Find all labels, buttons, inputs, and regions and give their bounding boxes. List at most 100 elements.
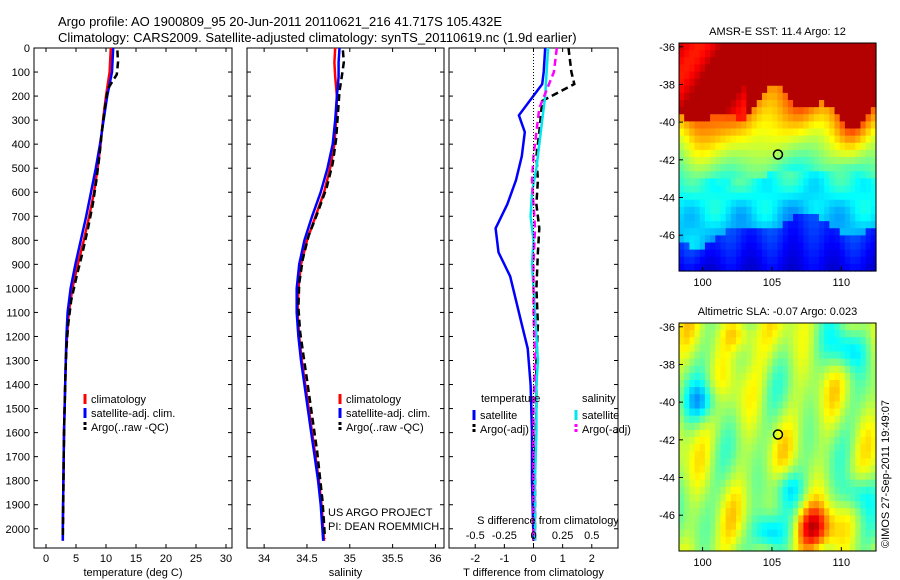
depth-tick-label: 700 bbox=[12, 211, 30, 223]
sla_map-cell bbox=[694, 501, 701, 509]
sst_map-cell bbox=[839, 135, 846, 144]
sla_map-cell bbox=[829, 415, 836, 424]
sst_map-cell bbox=[689, 149, 696, 158]
sla_map-cell bbox=[782, 408, 789, 417]
sst_map-cell bbox=[782, 256, 789, 265]
sla_map-cell bbox=[741, 458, 747, 467]
sla_map-cell bbox=[767, 437, 773, 445]
sla_map-cell bbox=[725, 415, 732, 424]
depth-tick-label: 1000 bbox=[6, 283, 30, 295]
sla_map-cell bbox=[803, 401, 810, 410]
sst_map-cell bbox=[824, 78, 830, 87]
sst_map-cell bbox=[777, 178, 784, 187]
sla_map-cell bbox=[772, 543, 779, 552]
sst_map-cell bbox=[813, 242, 820, 251]
sla_map-cell bbox=[834, 337, 841, 345]
sst_map-cell bbox=[772, 256, 779, 265]
sla_map-cell bbox=[798, 536, 805, 545]
sst_map-cell bbox=[803, 171, 810, 179]
sla_map-cell bbox=[751, 387, 758, 395]
sst_map-cell bbox=[860, 228, 867, 236]
sst_map-cell bbox=[684, 178, 690, 187]
diff-top-xtick-label: 0.5 bbox=[584, 530, 599, 542]
sst_map-cell bbox=[865, 71, 872, 80]
sst_map-cell bbox=[787, 178, 794, 187]
sst_map-cell bbox=[720, 192, 727, 201]
sst_map-cell bbox=[813, 249, 820, 258]
sst_map-cell bbox=[756, 256, 763, 265]
sst_map-cell bbox=[772, 171, 779, 179]
sst_map-cell bbox=[699, 214, 706, 222]
sla_map-cell bbox=[844, 422, 851, 431]
sla_map-cell bbox=[829, 387, 836, 395]
sla_map-cell bbox=[772, 380, 779, 388]
sla_map-cell bbox=[808, 387, 815, 395]
sst_map-cell bbox=[751, 192, 758, 201]
sst_map-cell bbox=[818, 114, 825, 122]
sla_map-cell bbox=[689, 422, 696, 431]
sst_map-cell bbox=[818, 128, 825, 137]
sst_map-cell bbox=[798, 114, 805, 122]
sst_map-cell bbox=[870, 71, 877, 80]
sla_map-cell bbox=[860, 387, 867, 395]
sst_map-cell bbox=[793, 157, 799, 165]
sla_map-cell bbox=[699, 358, 706, 367]
sst_map-cell bbox=[808, 235, 815, 244]
sla_map-cell bbox=[808, 529, 815, 538]
sst_map-cell bbox=[782, 135, 789, 144]
sla_map-cell bbox=[710, 330, 716, 338]
sst_map-cell bbox=[865, 57, 872, 65]
sst_map-cell bbox=[741, 263, 747, 272]
temperature-xtick-label: 15 bbox=[130, 553, 142, 565]
sla_map-cell bbox=[699, 422, 706, 431]
sla_map-cell bbox=[782, 458, 789, 467]
sst_map-cell bbox=[870, 43, 877, 51]
sst_map-cell bbox=[689, 64, 696, 73]
sla_map-cell bbox=[798, 465, 805, 474]
sla_map-cell bbox=[715, 501, 722, 509]
sla_map-cell bbox=[741, 444, 747, 452]
sst_map-cell bbox=[818, 71, 825, 80]
sst_map-cell bbox=[720, 57, 727, 65]
sst_map-cell bbox=[793, 206, 799, 215]
sst_map-cell bbox=[699, 228, 706, 236]
sst_map-cell bbox=[844, 221, 851, 229]
sst_map-cell bbox=[767, 78, 773, 87]
sla_map-cell bbox=[725, 337, 732, 345]
sla_map-cell bbox=[684, 422, 690, 431]
sst_map-cell bbox=[730, 92, 737, 101]
sst_map-cell bbox=[834, 185, 841, 194]
sst_map-cell bbox=[699, 71, 706, 80]
depth-tick-label: 1600 bbox=[6, 428, 30, 440]
sst_map-cell bbox=[782, 43, 789, 51]
sla_map-cell bbox=[787, 501, 794, 509]
sst_map-cell bbox=[824, 263, 830, 272]
sst_map-cell bbox=[865, 164, 872, 172]
sst_map-cell bbox=[834, 263, 841, 272]
sla_map-cell bbox=[746, 365, 753, 374]
sst_map-cell bbox=[803, 135, 810, 144]
sst_map-cell bbox=[860, 50, 867, 58]
sla_map-cell bbox=[679, 337, 685, 345]
sla_map-cell bbox=[829, 444, 836, 452]
sla_map-cell bbox=[736, 486, 742, 495]
sst_map-cell bbox=[684, 92, 690, 101]
sla_map-cell bbox=[850, 429, 856, 438]
sla_map-cell bbox=[803, 323, 810, 331]
sst_map-cell bbox=[798, 142, 805, 151]
sla_map-cell bbox=[787, 323, 794, 331]
sst_map-cell bbox=[689, 214, 696, 222]
sla_map-cell bbox=[824, 479, 830, 488]
sst_map-cell bbox=[751, 157, 758, 165]
sla_map-cell bbox=[793, 529, 799, 538]
sla_map-cell bbox=[761, 536, 768, 545]
sst_map-cell bbox=[829, 242, 836, 251]
sla_map-cell bbox=[715, 408, 722, 417]
sst_map-cell bbox=[865, 85, 872, 94]
sla_map-cell bbox=[679, 344, 685, 353]
sal-legend-2-label: Argo(..raw -QC) bbox=[346, 422, 424, 434]
sla_map-cell bbox=[720, 380, 727, 388]
sla_map-cell bbox=[736, 387, 742, 395]
sst_map-cell bbox=[803, 78, 810, 87]
sla_map-cell bbox=[725, 358, 732, 367]
